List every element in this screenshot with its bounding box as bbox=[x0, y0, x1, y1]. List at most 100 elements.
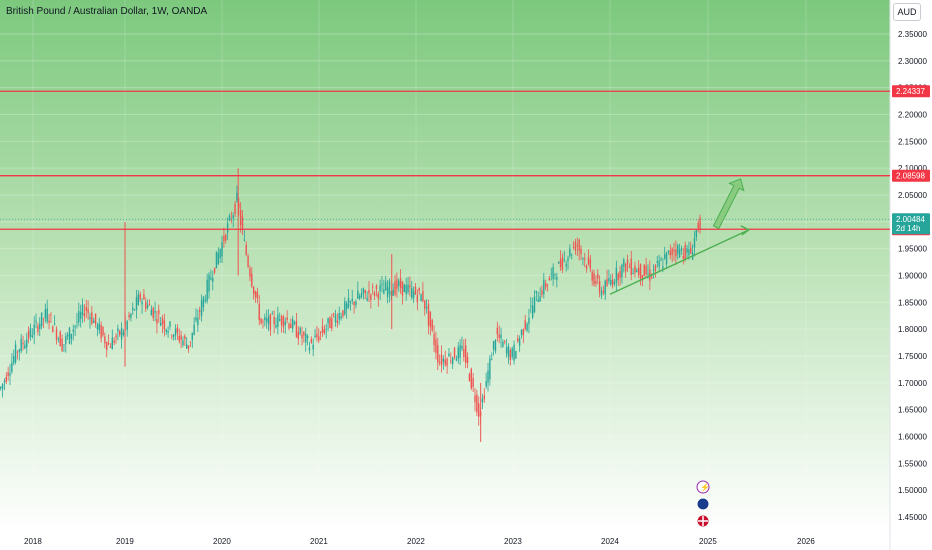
candle-body bbox=[76, 321, 78, 323]
candle-body bbox=[89, 317, 91, 320]
candle-body bbox=[520, 329, 523, 336]
candle-body bbox=[665, 252, 668, 265]
candle-body bbox=[59, 331, 61, 347]
candle-body bbox=[491, 359, 493, 361]
x-tick-label: 2021 bbox=[310, 537, 328, 546]
candle-body bbox=[358, 295, 361, 299]
candle-body bbox=[109, 346, 112, 348]
candle-body bbox=[1, 383, 4, 390]
candle-body bbox=[494, 340, 497, 352]
x-tick-label: 2019 bbox=[116, 537, 134, 546]
candle-body bbox=[587, 256, 590, 264]
candle-body bbox=[407, 284, 409, 292]
candle-body bbox=[366, 297, 368, 301]
candle-body bbox=[598, 281, 601, 293]
candle-body bbox=[513, 344, 515, 361]
candle-body bbox=[492, 341, 495, 350]
candle-body bbox=[552, 266, 554, 280]
candle-body bbox=[16, 351, 19, 353]
candle-body bbox=[572, 247, 575, 248]
candle-body bbox=[498, 334, 500, 339]
candle-body bbox=[448, 353, 450, 357]
candle-body bbox=[22, 343, 24, 345]
candle-body bbox=[133, 309, 136, 311]
candle-body bbox=[485, 381, 487, 387]
candle-body bbox=[135, 297, 138, 310]
candle-body bbox=[174, 328, 177, 336]
candle-body bbox=[571, 254, 573, 256]
candle-body bbox=[554, 274, 556, 276]
candle-body bbox=[636, 270, 638, 273]
candle-body bbox=[431, 320, 433, 330]
candle-body bbox=[671, 248, 673, 255]
candle-body bbox=[117, 328, 119, 332]
candle-body bbox=[128, 315, 130, 318]
candle-body bbox=[422, 290, 424, 302]
candle-body bbox=[425, 306, 428, 309]
candle-body bbox=[660, 259, 662, 261]
candle-body bbox=[122, 331, 125, 336]
candle-body bbox=[617, 273, 619, 281]
candle-body bbox=[172, 334, 175, 337]
candle-body bbox=[107, 343, 110, 345]
candle-body bbox=[284, 321, 286, 326]
candle-body bbox=[630, 258, 632, 275]
candle-body bbox=[543, 279, 545, 295]
chart-background bbox=[0, 0, 890, 532]
candle-body bbox=[277, 314, 279, 327]
candle-body bbox=[275, 325, 277, 328]
candle-body bbox=[347, 297, 350, 308]
projection-arrow bbox=[712, 178, 745, 230]
candle-body bbox=[184, 335, 186, 339]
candle-body bbox=[595, 280, 597, 284]
candle-body bbox=[632, 272, 634, 274]
candle-body bbox=[158, 310, 160, 314]
candle-body bbox=[303, 331, 305, 336]
candle-body bbox=[9, 373, 11, 376]
candle-body bbox=[623, 259, 625, 267]
candle-body bbox=[52, 326, 54, 333]
candle-body bbox=[171, 335, 173, 337]
candle-body bbox=[104, 336, 106, 344]
x-tick-label: 2026 bbox=[797, 537, 815, 546]
currency-button[interactable]: AUD bbox=[893, 3, 921, 21]
y-tick-label: 2.15000 bbox=[898, 137, 927, 146]
candle-body bbox=[652, 270, 655, 271]
candle-body bbox=[83, 313, 86, 317]
candle-body bbox=[511, 348, 513, 357]
candle-body bbox=[574, 242, 577, 251]
candle-body bbox=[14, 344, 17, 363]
candle-body bbox=[126, 321, 128, 330]
candle-body bbox=[132, 307, 134, 310]
candle-body bbox=[223, 236, 225, 242]
candle-body bbox=[699, 217, 701, 230]
candle-body bbox=[524, 320, 526, 329]
candle-body bbox=[355, 301, 357, 306]
candle-body bbox=[305, 333, 307, 343]
candle-body bbox=[394, 281, 396, 295]
candle-body bbox=[398, 280, 400, 287]
candle-body bbox=[611, 279, 614, 286]
candle-body bbox=[349, 301, 352, 303]
candle-body bbox=[470, 368, 472, 389]
candle-body bbox=[156, 319, 158, 324]
candle-body bbox=[669, 250, 671, 256]
candle-body bbox=[37, 325, 39, 333]
candle-body bbox=[48, 320, 50, 323]
time-axis-panel bbox=[0, 532, 890, 550]
candle-body bbox=[465, 345, 467, 363]
candle-body bbox=[466, 356, 469, 364]
candle-body bbox=[79, 312, 82, 319]
candle-body bbox=[388, 280, 391, 294]
candle-body bbox=[345, 303, 348, 310]
y-tick-label: 2.35000 bbox=[898, 30, 927, 39]
candle-body bbox=[87, 308, 89, 313]
candle-body bbox=[697, 223, 699, 229]
candle-body bbox=[137, 294, 140, 305]
candle-body bbox=[544, 283, 547, 288]
candle-body bbox=[626, 259, 629, 265]
candle-body bbox=[424, 300, 426, 310]
flash-icon-glyph: ⚡ bbox=[700, 482, 710, 492]
